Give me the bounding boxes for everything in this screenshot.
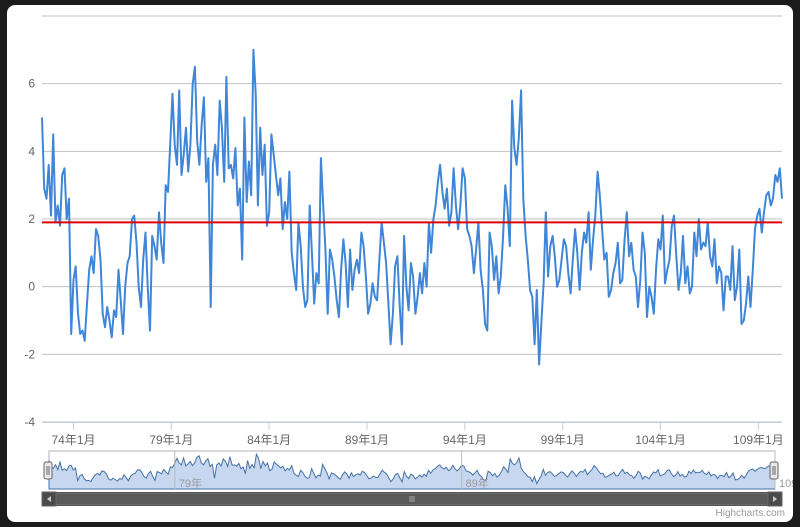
- y-tick-label: 6: [28, 77, 35, 91]
- credits-label[interactable]: Highcharts.com: [716, 508, 785, 519]
- y-tick-label: 2: [28, 212, 35, 226]
- scroll-right-button[interactable]: [767, 491, 783, 507]
- y-tick-label: -2: [24, 347, 35, 361]
- x-tick-label: 104年1月: [635, 433, 686, 447]
- navigator-series: [48, 452, 776, 490]
- x-tick-label: 99年1月: [541, 433, 585, 447]
- navigator-handle[interactable]: [769, 461, 779, 480]
- x-tick-label: 109年1月: [733, 433, 784, 447]
- series-line: [41, 48, 783, 366]
- arrow-right-icon: [773, 496, 777, 502]
- arrow-left-icon: [47, 496, 51, 502]
- grid-lines: [42, 15, 782, 423]
- navigator[interactable]: 79年 89年 109年: [43, 450, 793, 490]
- x-tick-label: 79年1月: [149, 433, 193, 447]
- navigator-tick-label: 79年: [179, 476, 202, 490]
- navigator-tick-label: 109年: [779, 476, 793, 490]
- y-tick-label: 0: [28, 280, 35, 294]
- line-chart: 6 4 2 0 -2 -4 74年1月 79年1月 84年1月 89年1月 94年1月 99年1月 1…: [24, 15, 793, 519]
- scrollbar[interactable]: [41, 491, 783, 507]
- x-tick-label: 89年1月: [345, 433, 389, 447]
- x-tick-label: 94年1月: [443, 433, 487, 447]
- scroll-left-button[interactable]: [41, 491, 57, 507]
- navigator-handle[interactable]: [43, 461, 53, 480]
- x-axis: 74年1月 79年1月 84年1月 89年1月 94年1月 99年1月 104年1月 109年…: [42, 422, 784, 447]
- x-tick-label: 84年1月: [247, 433, 291, 447]
- x-tick-label: 74年1月: [51, 433, 95, 447]
- y-tick-label: -4: [24, 415, 35, 429]
- chart-container: 6 4 2 0 -2 -4 74年1月 79年1月 84年1月 89年1月 94年1月 99年1月 1…: [7, 5, 793, 522]
- y-tick-label: 4: [28, 144, 35, 158]
- navigator-tick-label: 89年: [466, 476, 489, 490]
- y-axis-labels: 6 4 2 0 -2 -4: [24, 77, 35, 429]
